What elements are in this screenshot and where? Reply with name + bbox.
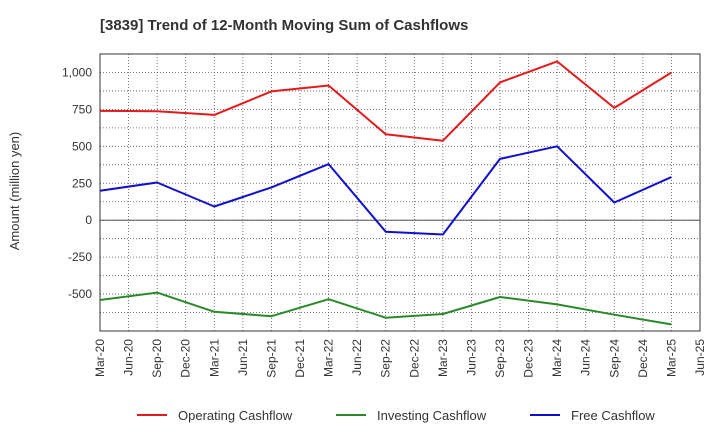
x-tick-label: Jun-25 [693, 339, 707, 376]
legend: Operating Cashflow Investing Cashflow Free… [137, 408, 655, 423]
y-tick-label: 1,000 [62, 65, 92, 79]
operating-cashflow-line [99, 60, 672, 142]
plot-background [100, 54, 700, 331]
x-tick-label: Mar-25 [664, 339, 678, 377]
x-tick-label: Mar-21 [207, 339, 221, 377]
y-tick-label: 500 [72, 139, 92, 153]
free-cashflow-legend-label: Free Cashflow [571, 408, 655, 423]
chart-title: [3839] Trend of 12-Month Moving Sum of C… [100, 17, 468, 34]
y-tick-label: -250 [68, 250, 92, 264]
x-tick-label: Sep-22 [379, 339, 393, 378]
x-tick-label: Dec-20 [179, 339, 193, 378]
y-tick-label: 250 [72, 176, 92, 190]
x-tick-label: Jun-24 [579, 339, 593, 376]
x-tick-label: Sep-24 [607, 339, 621, 378]
x-tick-label: Dec-21 [293, 339, 307, 378]
x-tick-label: Dec-24 [636, 339, 650, 378]
plot-area: 1,000 750 500 250 0 -250 -500 Mar-20 Jun-20 Sep-2… [62, 53, 707, 378]
y-tick-label: 750 [72, 102, 92, 116]
x-tick-label: Sep-21 [264, 339, 278, 378]
investing-cashflow-legend-label: Investing Cashflow [377, 408, 487, 423]
operating-cashflow-legend-label: Operating Cashflow [178, 408, 293, 423]
x-tick-label: Jun-21 [236, 339, 250, 376]
y-tick-label: -500 [68, 287, 92, 301]
x-tick-label: Dec-22 [407, 339, 421, 378]
x-tick-label: Mar-23 [436, 339, 450, 377]
plot-frame [99, 53, 701, 332]
x-tick-label: Jun-23 [464, 339, 478, 376]
y-axis-label: Amount (million yen) [7, 132, 22, 251]
x-tick-label: Mar-20 [93, 339, 107, 377]
x-tick-label: Jun-20 [122, 339, 136, 376]
investing-cashflow-line [99, 291, 672, 326]
x-tick-label: Jun-22 [350, 339, 364, 376]
x-tick-label: Mar-22 [322, 339, 336, 377]
x-tick-label: Dec-23 [522, 339, 536, 378]
x-tick-label: Sep-23 [493, 339, 507, 378]
y-tick-label: 0 [85, 213, 92, 227]
x-tick-label: Mar-24 [550, 339, 564, 377]
free-cashflow-line [99, 145, 672, 236]
x-tick-label: Sep-20 [150, 339, 164, 378]
